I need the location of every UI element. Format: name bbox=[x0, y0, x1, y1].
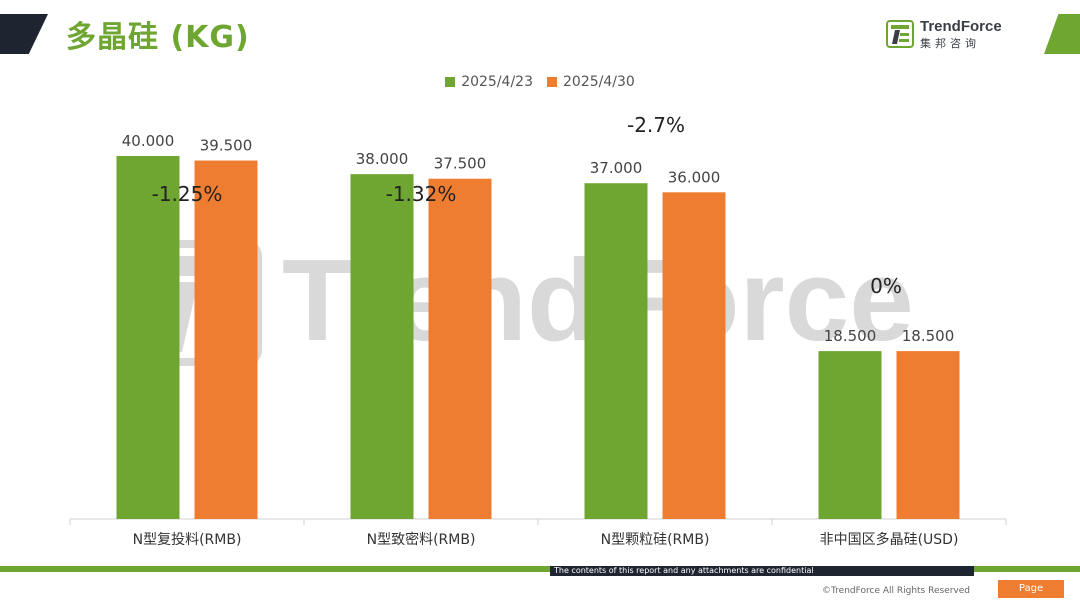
x-tick-label-4: 非中国区多晶硅(USD) bbox=[820, 531, 959, 548]
legend-label-series-1: 2025/4/23 bbox=[461, 74, 533, 90]
x-tick-label-1: N型复投料(RMB) bbox=[133, 531, 242, 548]
bar-1-1 bbox=[116, 156, 180, 519]
data-label-2-2: 37.500 bbox=[434, 155, 487, 173]
legend-label-series-2: 2025/4/30 bbox=[563, 74, 635, 90]
x-tick-label-2: N型致密料(RMB) bbox=[367, 531, 476, 548]
page-number-tab: Page bbox=[998, 580, 1064, 598]
footer-bar bbox=[0, 566, 1080, 572]
data-label-1-3: 37.000 bbox=[590, 159, 643, 177]
change-annotation-1: -1.25% bbox=[152, 182, 223, 206]
page-title: 多晶硅 (KG) bbox=[66, 20, 250, 55]
bar-1-2 bbox=[350, 174, 414, 519]
data-label-2-3: 36.000 bbox=[668, 168, 721, 186]
legend-swatch-series-2 bbox=[547, 77, 557, 87]
change-annotation-4: 0% bbox=[870, 274, 902, 298]
bar-2-3 bbox=[662, 192, 726, 520]
trendforce-logo-icon bbox=[886, 20, 914, 48]
legend-item-series-2: 2025/4/30 bbox=[547, 74, 635, 90]
data-label-1-1: 40.000 bbox=[122, 132, 175, 150]
chart-legend: 2025/4/23 2025/4/30 bbox=[0, 74, 1080, 90]
bar-1-3 bbox=[584, 183, 648, 519]
footer-disclaimer: The contents of this report and any atta… bbox=[550, 566, 974, 576]
bar-2-2 bbox=[428, 178, 492, 519]
bar-2-4 bbox=[896, 351, 960, 519]
data-label-1-2: 38.000 bbox=[356, 150, 409, 168]
legend-swatch-series-1 bbox=[445, 77, 456, 87]
legend-item-series-1: 2025/4/23 bbox=[445, 74, 533, 90]
change-annotation-2: -1.32% bbox=[386, 182, 457, 206]
logo-chinese-name: 集邦咨询 bbox=[920, 37, 980, 50]
bar-1-4 bbox=[818, 351, 882, 519]
x-tick-label-3: N型颗粒硅(RMB) bbox=[601, 532, 710, 548]
data-label-1-4: 18.500 bbox=[824, 327, 877, 345]
data-label-2-1: 39.500 bbox=[200, 137, 253, 155]
logo-wordmark: TrendForce bbox=[920, 18, 1002, 35]
bar-2-1 bbox=[194, 160, 258, 519]
footer-copyright: ©TrendForce All Rights Reserved bbox=[822, 586, 970, 596]
data-label-2-4: 18.500 bbox=[902, 327, 955, 345]
change-annotation-3: -2.7% bbox=[627, 113, 685, 137]
